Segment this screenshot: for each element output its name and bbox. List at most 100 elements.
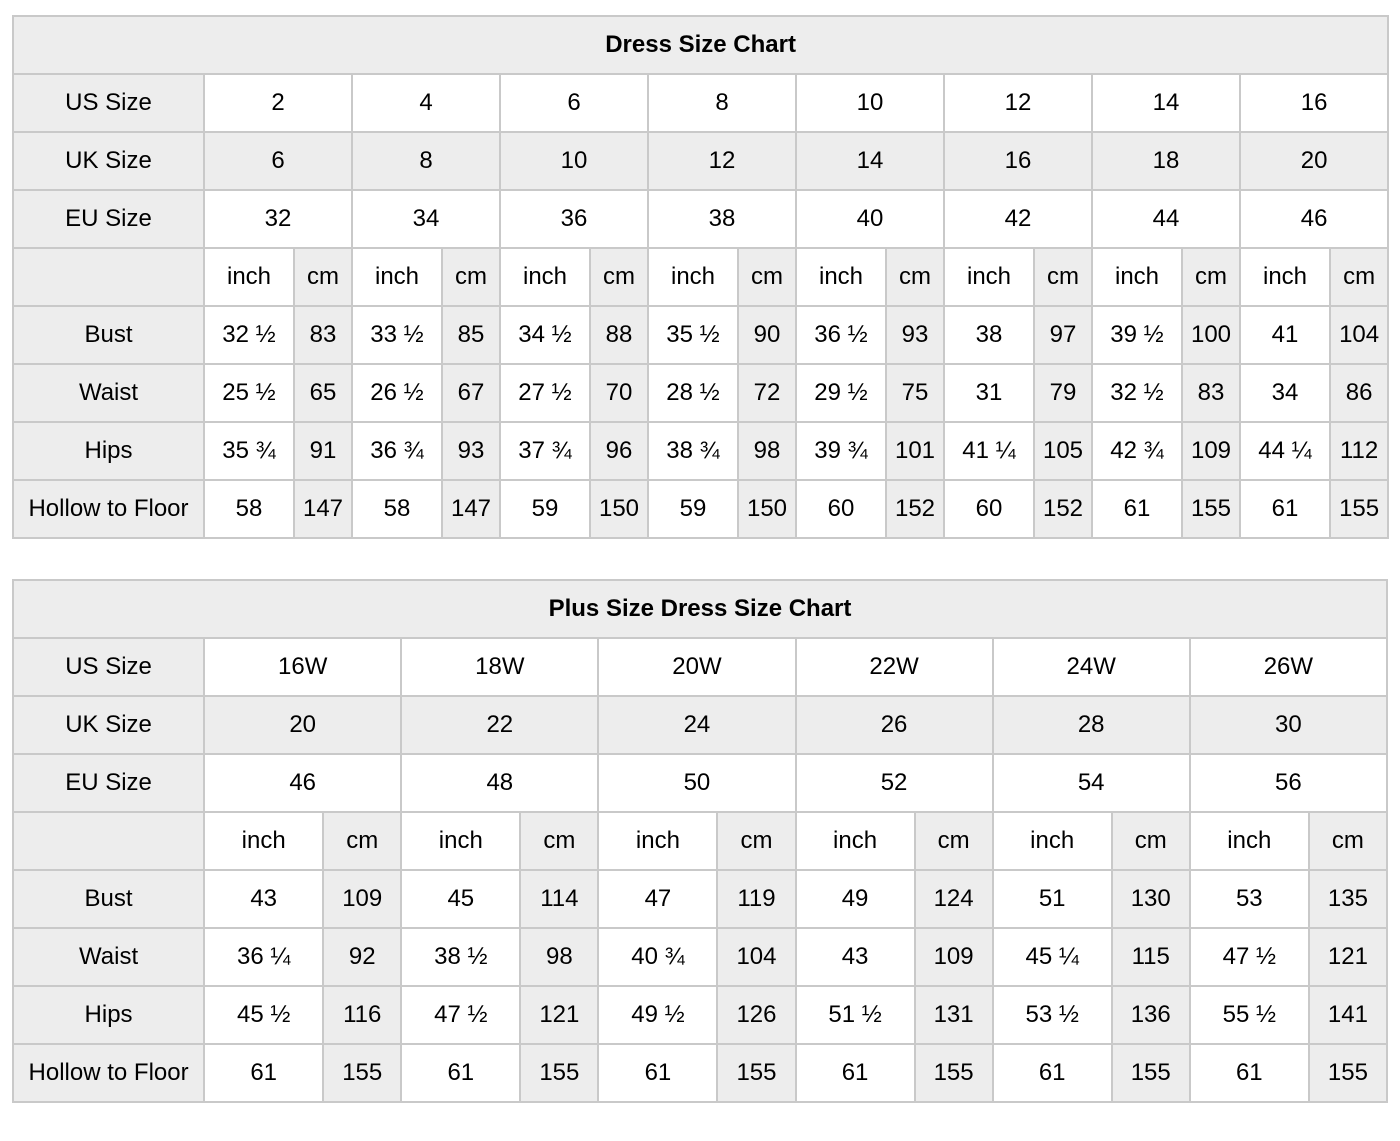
unit-inch-cell: inch — [1091, 247, 1183, 307]
measure-cm-cell: 104 — [716, 927, 797, 987]
size-cell: 16 — [1238, 73, 1390, 133]
measure-inch-cell: 43 — [794, 927, 916, 987]
unit-cm-cell: cm — [885, 247, 945, 307]
measure-inch-cell: 37 ¾ — [499, 421, 591, 481]
unit-cm-cell: cm — [1307, 811, 1389, 871]
size-cell: 18W — [400, 637, 600, 697]
measure-inch-cell: 38 — [943, 305, 1035, 365]
measure-inch-cell: 61 — [991, 1043, 1113, 1103]
size-cell: 50 — [597, 753, 797, 813]
measure-inch-cell: 41 — [1239, 305, 1331, 365]
measure-inch-cell: 49 — [794, 869, 916, 929]
measure-inch-cell: 26 ½ — [351, 363, 443, 423]
measure-cm-cell: 105 — [1033, 421, 1093, 481]
measure-cm-cell: 152 — [885, 479, 945, 539]
size-cell: 30 — [1188, 695, 1389, 755]
measure-inch-cell: 36 ¼ — [203, 927, 325, 987]
measure-inch-cell: 27 ½ — [499, 363, 591, 423]
measure-cm-cell: 88 — [589, 305, 649, 365]
measure-cm-cell: 126 — [716, 985, 797, 1045]
measure-cm-cell: 109 — [1181, 421, 1241, 481]
row-label: UK Size — [11, 695, 206, 755]
measure-inch-cell: 61 — [1091, 479, 1183, 539]
measure-cm-cell: 150 — [737, 479, 797, 539]
measure-inch-cell: 35 ½ — [647, 305, 739, 365]
measure-cm-cell: 97 — [1033, 305, 1093, 365]
measure-inch-cell: 40 ¾ — [597, 927, 719, 987]
measure-inch-cell: 32 ½ — [203, 305, 295, 365]
measure-inch-cell: 43 — [203, 869, 325, 929]
measure-row: Hollow to Floor 61 155 61 155 61 155 61 155 61 155… — [11, 1043, 1389, 1103]
unit-inch-cell: inch — [1188, 811, 1310, 871]
unit-inch-cell: inch — [1239, 247, 1331, 307]
measure-cm-cell: 116 — [322, 985, 403, 1045]
empty-corner-cell — [12, 247, 205, 307]
measure-cm-cell: 136 — [1110, 985, 1191, 1045]
measure-inch-cell: 39 ½ — [1091, 305, 1183, 365]
measure-cm-cell: 83 — [1181, 363, 1241, 423]
measure-inch-cell: 29 ½ — [795, 363, 887, 423]
measure-cm-cell: 109 — [913, 927, 994, 987]
size-cell: 20 — [203, 695, 403, 755]
measure-inch-cell: 45 — [400, 869, 522, 929]
measure-cm-cell: 155 — [1328, 479, 1390, 539]
unit-cm-cell: cm — [716, 811, 797, 871]
size-cell: 24W — [991, 637, 1191, 697]
row-label: UK Size — [12, 131, 205, 191]
row-label: Waist — [12, 363, 205, 423]
table-title: Dress Size Chart — [11, 15, 1390, 75]
unit-cm-cell: cm — [1181, 247, 1241, 307]
unit-inch-cell: inch — [499, 247, 591, 307]
measure-inch-cell: 38 ¾ — [647, 421, 739, 481]
size-row: US Size 2 4 6 8 10 12 14 16 — [12, 73, 1390, 133]
measure-inch-cell: 47 ½ — [400, 985, 522, 1045]
unit-cm-cell: cm — [322, 811, 403, 871]
measure-cm-cell: 72 — [737, 363, 797, 423]
size-cell: 8 — [351, 131, 501, 191]
measure-cm-cell: 93 — [885, 305, 945, 365]
measure-inch-cell: 32 ½ — [1091, 363, 1183, 423]
measure-inch-cell: 25 ½ — [203, 363, 295, 423]
row-label: EU Size — [11, 753, 206, 813]
measure-cm-cell: 155 — [913, 1043, 994, 1103]
row-label: Hollow to Floor — [11, 1043, 206, 1103]
size-cell: 20 — [1238, 131, 1390, 191]
size-cell: 14 — [1091, 73, 1241, 133]
measure-row: Hips 45 ½ 116 47 ½ 121 49 ½ 126 51 ½ 131 53 ½ 136 5… — [11, 985, 1389, 1045]
title-row: Dress Size Chart — [11, 15, 1390, 75]
measure-inch-cell: 59 — [499, 479, 591, 539]
measure-cm-cell: 101 — [885, 421, 945, 481]
size-cell: 26 — [794, 695, 994, 755]
row-label: Hips — [11, 985, 206, 1045]
row-label: Bust — [12, 305, 205, 365]
size-cell: 46 — [1238, 189, 1390, 249]
measure-cm-cell: 83 — [293, 305, 353, 365]
size-cell: 10 — [499, 131, 649, 191]
unit-cm-cell: cm — [441, 247, 501, 307]
measure-inch-cell: 36 ½ — [795, 305, 887, 365]
measure-cm-cell: 141 — [1307, 985, 1389, 1045]
measure-row: Waist 36 ¼ 92 38 ½ 98 40 ¾ 104 43 109 45 ¼ 115 47 ½… — [11, 927, 1389, 987]
unit-cm-cell: cm — [913, 811, 994, 871]
measure-cm-cell: 79 — [1033, 363, 1093, 423]
measure-inch-cell: 28 ½ — [647, 363, 739, 423]
measure-cm-cell: 75 — [885, 363, 945, 423]
measure-inch-cell: 60 — [795, 479, 887, 539]
measure-row: Waist 25 ½ 65 26 ½ 67 27 ½ 70 28 ½ 72 29 ½ 75 31 79 3… — [12, 363, 1390, 423]
unit-row: inch cm inch cm inch cm inch cm inch cm inch cm inch… — [12, 247, 1390, 307]
unit-inch-cell: inch — [203, 811, 325, 871]
size-cell: 38 — [647, 189, 797, 249]
unit-row: inch cm inch cm inch cm inch cm inch cm inch cm — [11, 811, 1389, 871]
measure-cm-cell: 98 — [519, 927, 600, 987]
measure-inch-cell: 31 — [943, 363, 1035, 423]
size-cell: 10 — [795, 73, 945, 133]
measure-cm-cell: 115 — [1110, 927, 1191, 987]
unit-inch-cell: inch — [943, 247, 1035, 307]
measure-cm-cell: 112 — [1328, 421, 1390, 481]
measure-cm-cell: 155 — [1181, 479, 1241, 539]
row-label: Hollow to Floor — [12, 479, 205, 539]
measure-inch-cell: 61 — [203, 1043, 325, 1103]
measure-cm-cell: 96 — [589, 421, 649, 481]
measure-cm-cell: 104 — [1328, 305, 1390, 365]
measure-cm-cell: 85 — [441, 305, 501, 365]
